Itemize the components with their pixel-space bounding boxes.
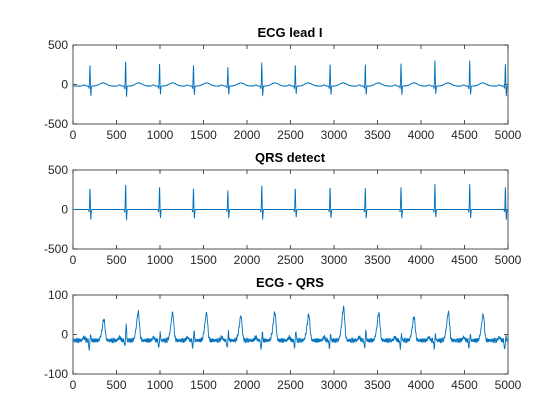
x-tick-label: 3500 xyxy=(364,128,391,142)
x-tick-label: 3000 xyxy=(321,378,348,392)
x-tick-label: 1500 xyxy=(190,128,217,142)
y-tick-label: 0 xyxy=(61,78,68,92)
x-tick-label: 500 xyxy=(106,378,126,392)
x-tick-label: 2500 xyxy=(277,378,304,392)
x-tick-label: 3500 xyxy=(364,253,391,267)
x-tick-label: 1500 xyxy=(190,378,217,392)
x-tick-label: 2000 xyxy=(234,253,261,267)
y-tick-label: -500 xyxy=(44,242,68,256)
x-tick-label: 4500 xyxy=(451,378,478,392)
x-tick-label: 1000 xyxy=(147,253,174,267)
y-tick-label: -500 xyxy=(44,117,68,131)
x-tick-label: 0 xyxy=(70,378,77,392)
x-tick-label: 500 xyxy=(106,128,126,142)
x-tick-label: 4500 xyxy=(451,253,478,267)
x-tick-label: 3000 xyxy=(321,128,348,142)
x-tick-label: 0 xyxy=(70,128,77,142)
y-tick-label: 500 xyxy=(48,163,68,177)
y-tick-label: 0 xyxy=(61,203,68,217)
x-tick-label: 5000 xyxy=(495,378,522,392)
x-tick-label: 2000 xyxy=(234,128,261,142)
y-tick-label: 100 xyxy=(48,288,68,302)
x-tick-label: 3500 xyxy=(364,378,391,392)
y-tick-label: 0 xyxy=(61,328,68,342)
x-tick-label: 5000 xyxy=(495,253,522,267)
x-tick-label: 4000 xyxy=(408,378,435,392)
x-tick-label: 0 xyxy=(70,253,77,267)
x-tick-label: 4000 xyxy=(408,128,435,142)
panel-ecg-minus-qrs: ECG - QRS 0 500 1000 1500 2000 2500 3000 3500 40… xyxy=(44,275,522,392)
panel-qrs-detect: QRS detect 0 500 1000 1500 2000 2500 3000 3500 4… xyxy=(44,150,522,267)
y-tick-label: -100 xyxy=(44,367,68,381)
x-tick-label: 2500 xyxy=(277,253,304,267)
x-tick-label: 1500 xyxy=(190,253,217,267)
chart-title: QRS detect xyxy=(255,150,326,165)
x-tick-label: 1000 xyxy=(147,128,174,142)
y-tick-label: 500 xyxy=(48,38,68,52)
x-tick-label: 500 xyxy=(106,253,126,267)
chart-title: ECG lead I xyxy=(257,25,322,40)
chart-title: ECG - QRS xyxy=(256,275,324,290)
x-tick-label: 1000 xyxy=(147,378,174,392)
panel-ecg-lead-i: ECG lead I 0 500 1000 1500 2000 2500 3000 3500 4… xyxy=(44,25,522,142)
x-tick-label: 4000 xyxy=(408,253,435,267)
x-tick-label: 5000 xyxy=(495,128,522,142)
x-tick-label: 4500 xyxy=(451,128,478,142)
x-tick-label: 2500 xyxy=(277,128,304,142)
x-tick-label: 3000 xyxy=(321,253,348,267)
x-tick-label: 2000 xyxy=(234,378,261,392)
axes-frame xyxy=(73,295,508,374)
